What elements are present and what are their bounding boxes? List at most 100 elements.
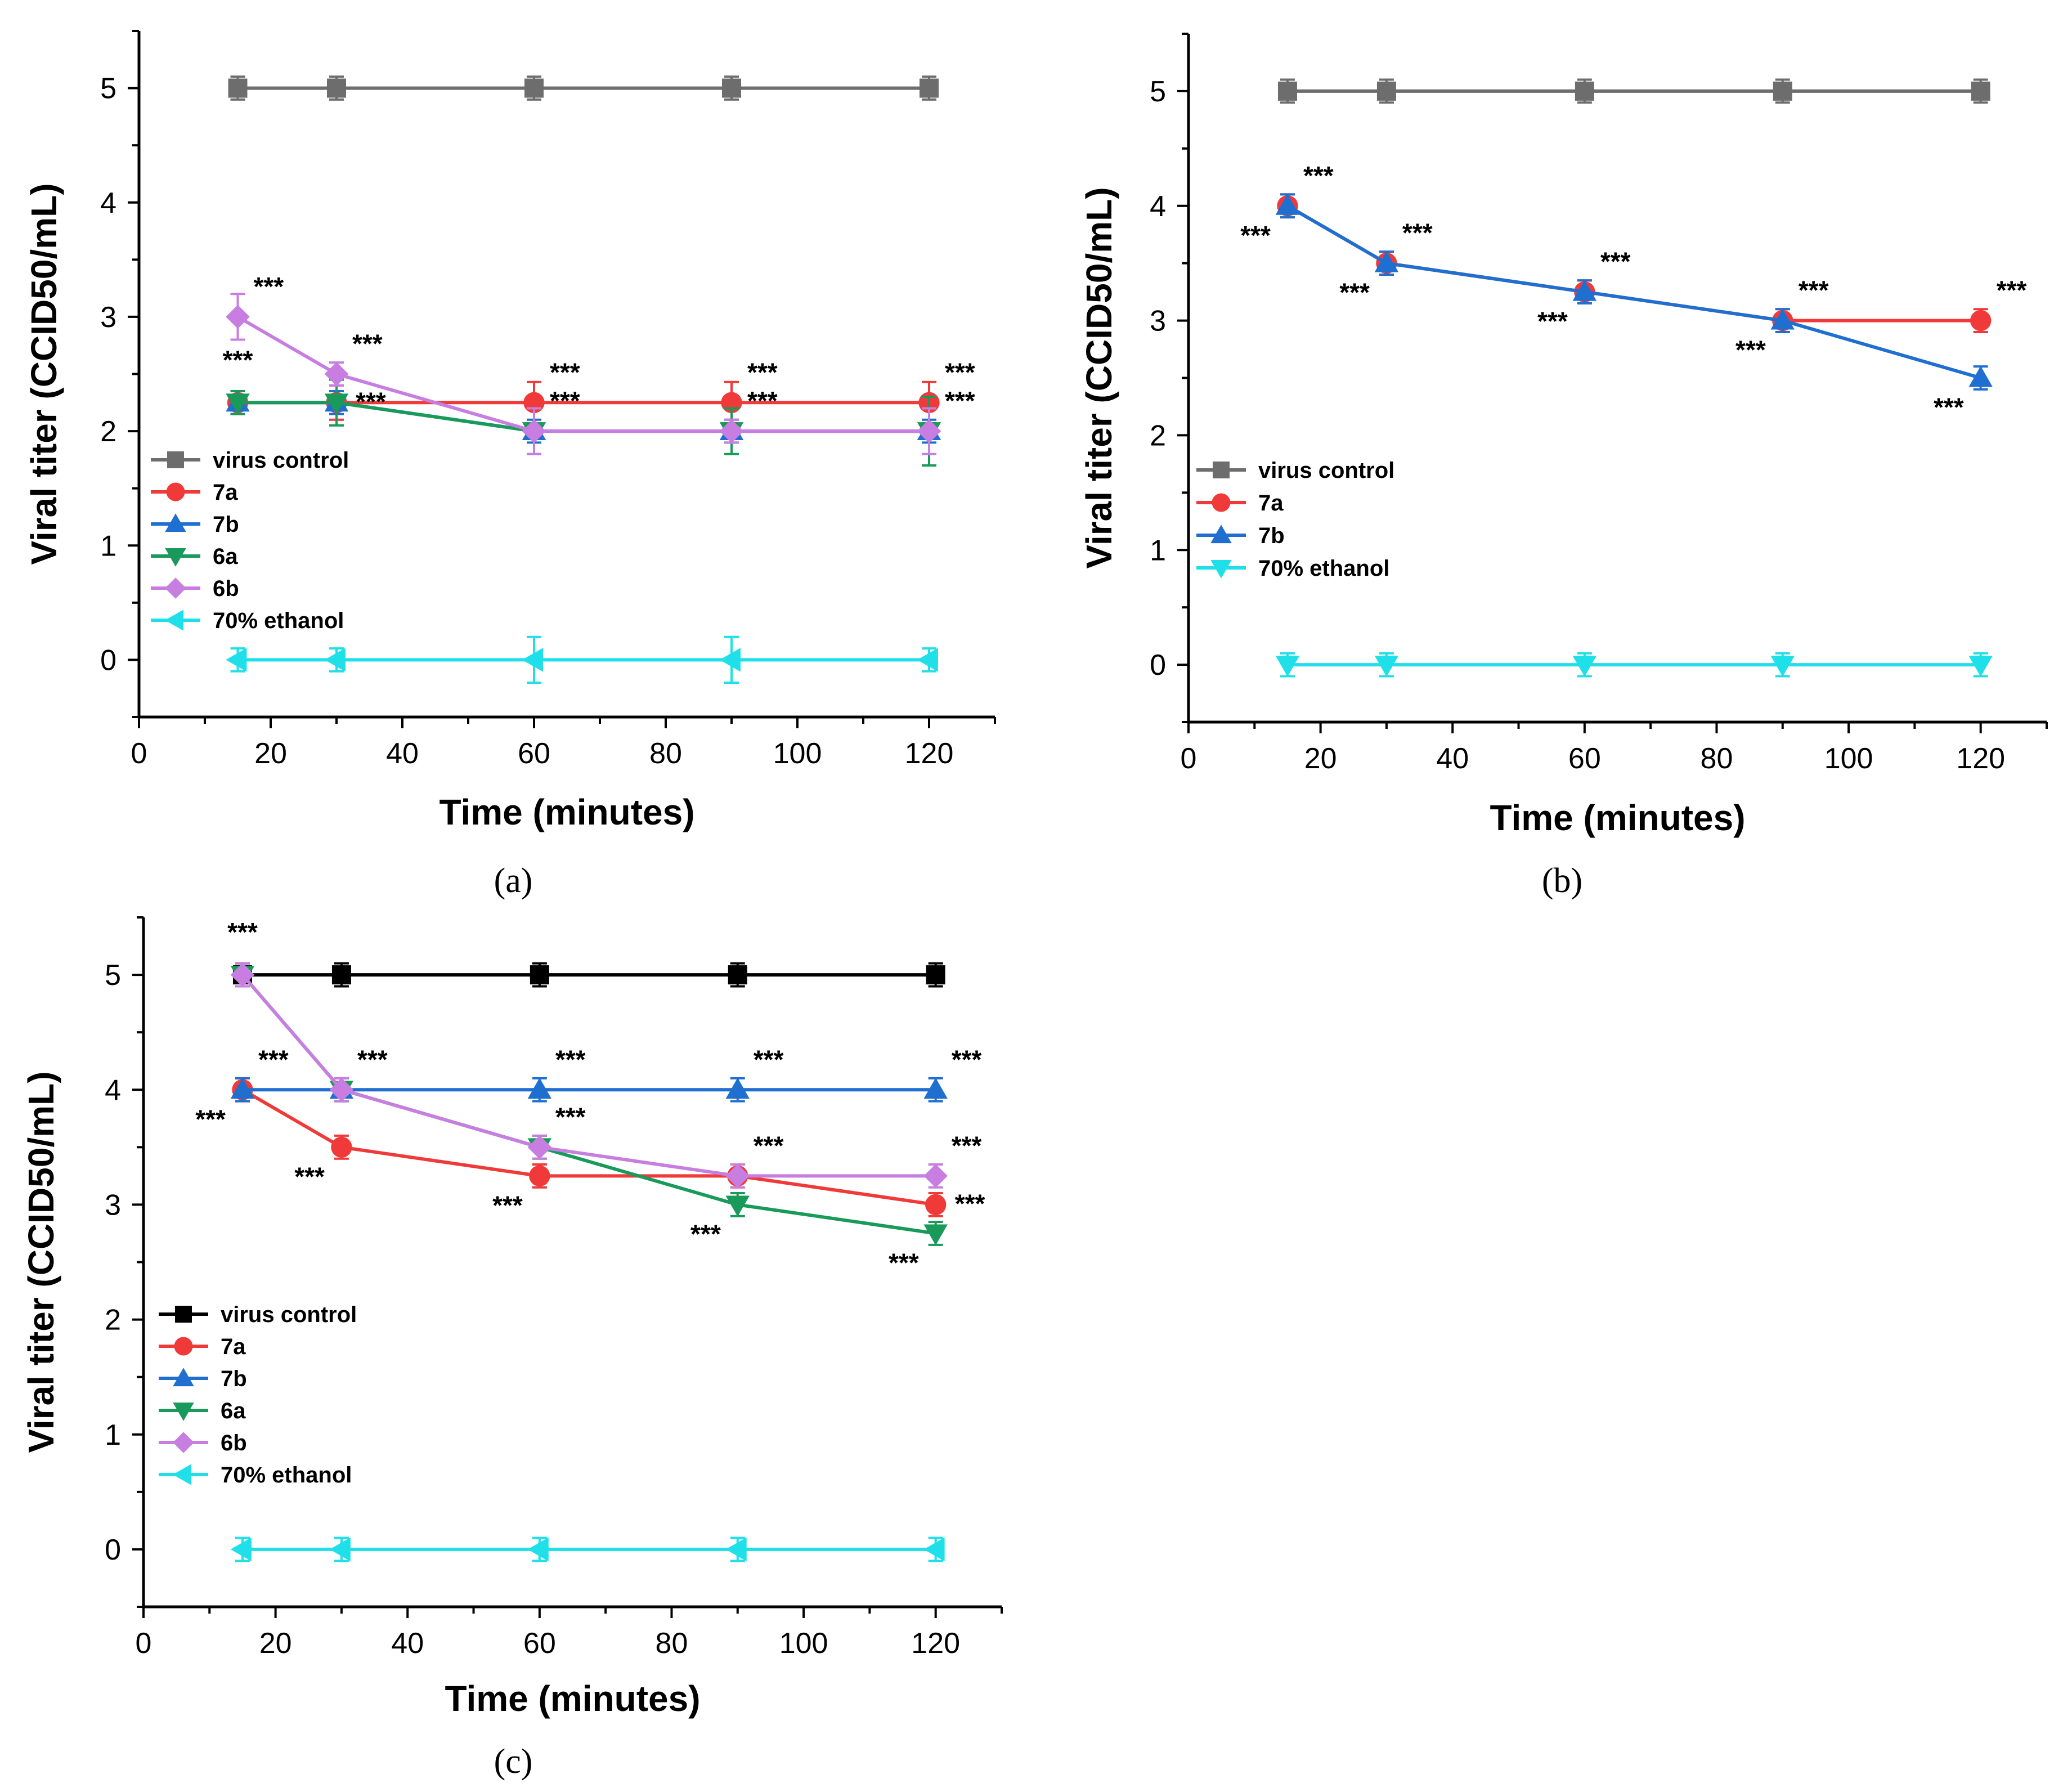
panel-caption: (b) xyxy=(1542,862,1582,900)
significance-label: *** xyxy=(294,1162,325,1191)
x-axis-title: Time (minutes) xyxy=(439,792,695,832)
significance-label: *** xyxy=(945,357,975,387)
legend: virus control 7a 7b 70% ethanol xyxy=(1196,458,1394,581)
significance-label: *** xyxy=(754,1131,784,1160)
y-tick-label: 3 xyxy=(100,301,116,334)
series-line xyxy=(241,974,936,1235)
data-point xyxy=(725,1078,750,1099)
legend-label: 6b xyxy=(213,576,239,601)
legend-marker xyxy=(173,1402,194,1421)
y-tick-label: 0 xyxy=(100,644,116,677)
data-point xyxy=(1374,656,1399,677)
data-point xyxy=(1376,81,1396,101)
data-point xyxy=(329,1078,354,1102)
significance-label: *** xyxy=(195,1104,226,1134)
significance-label: *** xyxy=(555,1102,586,1131)
data-point xyxy=(331,1136,352,1158)
legend: virus control 7a 7b 6a 6b 70% ethanol xyxy=(151,448,349,633)
significance-label: *** xyxy=(352,329,383,359)
series-70-ethanol xyxy=(1275,652,1993,678)
x-tick-label: 60 xyxy=(523,1627,556,1660)
significance-label: *** xyxy=(258,1045,289,1074)
x-tick-label: 80 xyxy=(649,737,682,770)
legend-label: 7b xyxy=(221,1367,247,1391)
significance-label: *** xyxy=(955,1189,985,1218)
x-tick-label: 40 xyxy=(386,737,419,770)
x-axis-title: Time (minutes) xyxy=(1490,798,1746,838)
legend-marker xyxy=(1212,493,1231,512)
y-tick-label: 4 xyxy=(1150,190,1166,223)
series-70-ethanol xyxy=(230,1536,945,1562)
panel-caption: (a) xyxy=(494,862,533,900)
data-point xyxy=(926,965,945,985)
significance-label: *** xyxy=(492,1190,523,1220)
data-point xyxy=(527,1078,552,1099)
x-tick-label: 20 xyxy=(259,1627,292,1660)
legend-label: 6a xyxy=(213,544,238,569)
legend-label: 7a xyxy=(221,1334,246,1359)
x-tick-label: 40 xyxy=(1436,742,1469,775)
significance-label: *** xyxy=(1339,278,1370,307)
data-point xyxy=(728,965,747,985)
data-point xyxy=(226,393,250,415)
data-point xyxy=(226,648,247,672)
y-tick-label: 4 xyxy=(100,187,116,219)
data-point xyxy=(324,362,349,386)
x-tick-label: 0 xyxy=(1181,742,1197,775)
x-tick-label: 40 xyxy=(391,1627,424,1660)
x-tick-label: 0 xyxy=(131,737,147,770)
x-tick-label: 120 xyxy=(905,737,954,770)
y-tick-label: 4 xyxy=(105,1074,121,1106)
data-point xyxy=(917,648,938,672)
legend-marker xyxy=(1213,462,1230,478)
x-axis-title: Time (minutes) xyxy=(445,1678,701,1719)
legend-label: 7b xyxy=(1258,523,1285,548)
data-point xyxy=(917,419,941,443)
y-axis-title: Viral titer (CCID50/mL) xyxy=(1079,187,1119,568)
y-tick-label: 1 xyxy=(1150,534,1166,567)
legend-marker xyxy=(173,1432,194,1453)
data-point xyxy=(527,1537,549,1562)
series-virus-control xyxy=(232,962,945,988)
data-point xyxy=(527,1135,552,1159)
significance-label: *** xyxy=(952,1131,982,1160)
x-tick-label: 0 xyxy=(136,1627,152,1660)
series-6b xyxy=(230,962,948,1189)
data-point xyxy=(230,1537,252,1562)
data-point xyxy=(324,393,349,415)
legend-label: virus control xyxy=(1258,458,1394,483)
legend-label: 7a xyxy=(1258,491,1284,516)
significance-label: *** xyxy=(555,1045,586,1074)
significance-label: *** xyxy=(223,345,253,374)
panel-c: 0 20 40 60 80 100 120 0 1 2 3 4 5 Time (minutes) Viral… xyxy=(21,916,1003,1781)
series-6a xyxy=(230,962,948,1246)
data-point xyxy=(230,1078,255,1099)
legend-marker xyxy=(165,610,184,631)
significance-label: *** xyxy=(1735,335,1766,365)
series-6b xyxy=(226,293,941,455)
data-point xyxy=(1575,81,1594,101)
data-point xyxy=(725,1164,750,1188)
significance-label: *** xyxy=(1402,218,1433,248)
significance-label: *** xyxy=(952,1045,982,1074)
data-point xyxy=(722,78,741,98)
data-point xyxy=(228,78,248,98)
data-point xyxy=(1572,656,1597,677)
series-line xyxy=(1286,204,1981,380)
panel-b: 0 20 40 60 80 100 120 0 1 2 3 4 5 Time (minutes) Viral… xyxy=(1079,33,2048,900)
panel-caption: (c) xyxy=(494,1742,533,1781)
data-point xyxy=(1968,656,1993,677)
y-axis-title: Viral titer (CCID50/mL) xyxy=(21,1071,61,1453)
data-point xyxy=(1970,310,1992,331)
data-point xyxy=(522,419,546,443)
legend-label: 7b xyxy=(213,512,239,537)
data-point xyxy=(1275,194,1300,215)
significance-label: *** xyxy=(1303,161,1334,190)
series-virus-control xyxy=(1277,78,1990,104)
legend-label: virus control xyxy=(221,1302,357,1327)
legend-marker xyxy=(173,1464,192,1485)
legend-marker xyxy=(1210,559,1232,579)
legend-marker xyxy=(1210,525,1232,544)
data-point xyxy=(327,78,346,98)
data-point xyxy=(1275,656,1300,677)
